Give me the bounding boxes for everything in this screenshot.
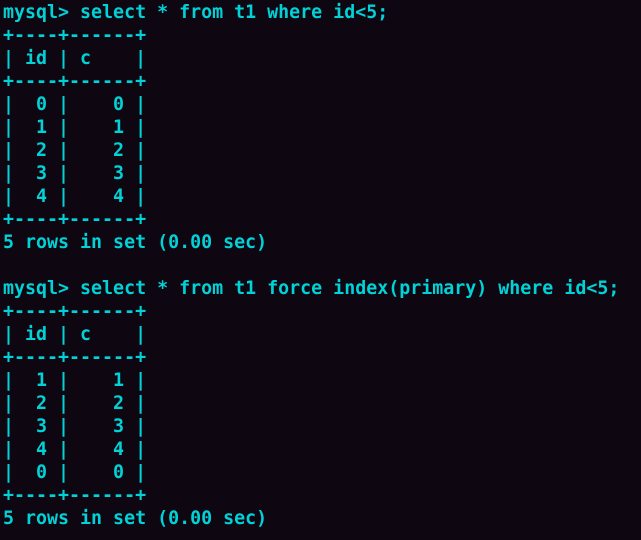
command-line: mysql> select * from t1 force index(prim… (3, 278, 620, 299)
output-line: +----+------+ (3, 25, 147, 46)
output-line: | 2 | 2 | (3, 393, 147, 414)
output-line: | 1 | 1 | (3, 370, 147, 391)
output-line: | 4 | 4 | (3, 439, 147, 460)
output-line: +----+------+ (3, 209, 147, 230)
output-line: 5 rows in set (0.00 sec) (3, 508, 268, 529)
output-line: +----+------+ (3, 301, 147, 322)
output-line: | 0 | 0 | (3, 94, 147, 115)
output-line: | 4 | 4 | (3, 186, 147, 207)
output-line: | 3 | 3 | (3, 163, 147, 184)
output-line: | id | c | (3, 48, 147, 69)
output-line (3, 254, 641, 277)
output-line: | 0 | 0 | (3, 462, 147, 483)
output-line: +----+------+ (3, 485, 147, 506)
output-line: | id | c | (3, 324, 147, 345)
output-line: | 3 | 3 | (3, 416, 147, 437)
output-line: | 2 | 2 | (3, 140, 147, 161)
output-line: +----+------+ (3, 347, 147, 368)
command-line: mysql> select * from t1 where id<5; (3, 2, 389, 23)
output-line: | 1 | 1 | (3, 117, 147, 138)
output-line: +----+------+ (3, 71, 147, 92)
output-line: 5 rows in set (0.00 sec) (3, 232, 268, 253)
